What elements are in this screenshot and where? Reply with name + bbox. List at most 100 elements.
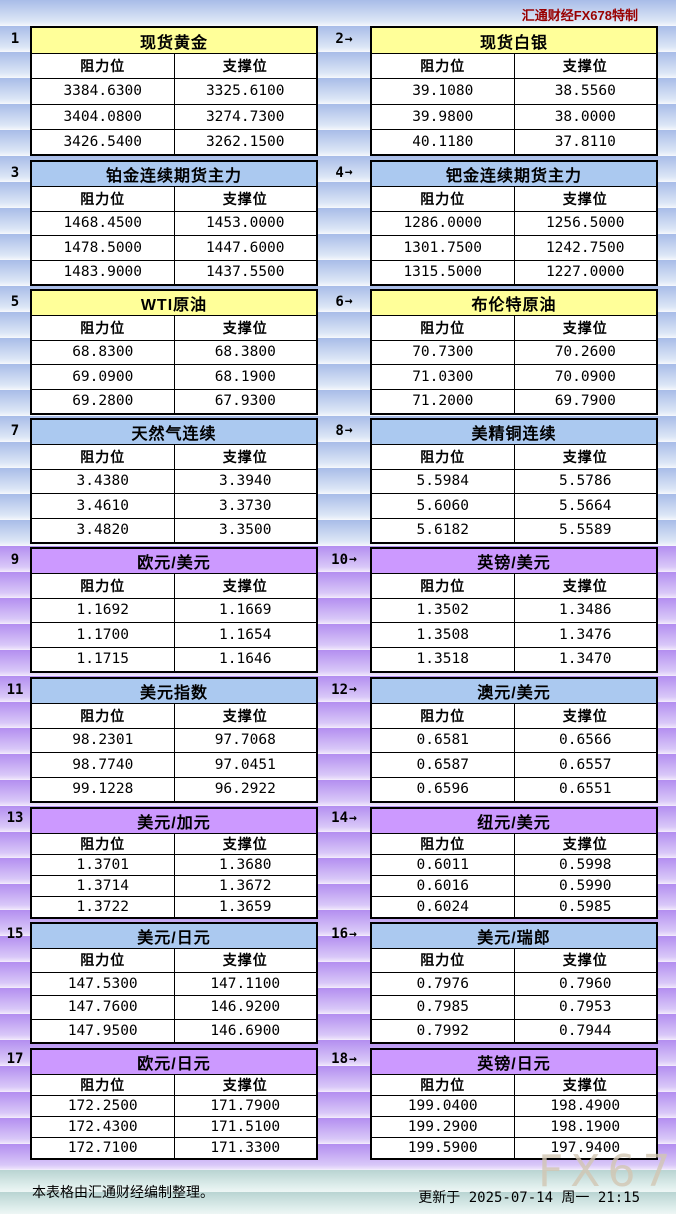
support-header: 支撑位 bbox=[514, 703, 656, 728]
table-row: 147.9500 146.6900 bbox=[32, 1018, 316, 1042]
instrument-panel: 美元/日元 阻力位 支撑位 147.5300 147.1100 147.7600 14… bbox=[30, 922, 318, 1044]
panel-header-row: 阻力位 支撑位 bbox=[372, 315, 656, 340]
support-header: 支撑位 bbox=[174, 53, 316, 79]
resistance-header: 阻力位 bbox=[372, 186, 515, 211]
resistance-value: 98.2301 bbox=[32, 727, 175, 753]
panel-index-label: 2 → bbox=[318, 26, 370, 52]
panel-header-row: 阻力位 支撑位 bbox=[372, 53, 656, 79]
instrument-panel: WTI原油 阻力位 支撑位 68.8300 68.3800 69.0900 68.19… bbox=[30, 289, 318, 415]
resistance-value: 99.1228 bbox=[32, 776, 175, 801]
resistance-header: 阻力位 bbox=[372, 444, 515, 469]
panel-index-number: 14 bbox=[331, 810, 349, 827]
support-value: 38.0000 bbox=[514, 103, 656, 129]
table-row: 68.8300 68.3800 bbox=[32, 339, 316, 365]
panel-header-row: 阻力位 支撑位 bbox=[372, 573, 656, 598]
resistance-header: 阻力位 bbox=[372, 53, 515, 79]
table-row: 3426.5400 3262.1500 bbox=[32, 128, 316, 154]
resistance-value: 0.6581 bbox=[372, 727, 515, 753]
table-row: 0.6024 0.5985 bbox=[372, 896, 656, 917]
support-header: 支撑位 bbox=[514, 948, 656, 972]
table-row: 0.7992 0.7944 bbox=[372, 1018, 656, 1042]
panel-title: 欧元/美元 bbox=[32, 549, 316, 574]
support-value: 197.9400 bbox=[514, 1137, 656, 1158]
table-row: 172.4300 171.5100 bbox=[32, 1116, 316, 1137]
table-row: 1.1700 1.1654 bbox=[32, 622, 316, 647]
instrument-panel: 美元指数 阻力位 支撑位 98.2301 97.7068 98.7740 97.045… bbox=[30, 677, 318, 803]
support-value: 1.3680 bbox=[174, 854, 316, 875]
support-value: 69.7900 bbox=[514, 388, 656, 413]
panel-header-row: 阻力位 支撑位 bbox=[372, 833, 656, 854]
resistance-value: 172.2500 bbox=[32, 1095, 175, 1116]
support-value: 1.3486 bbox=[514, 597, 656, 623]
support-value: 1453.0000 bbox=[174, 210, 316, 236]
support-value: 3262.1500 bbox=[174, 128, 316, 154]
resistance-value: 68.8300 bbox=[32, 339, 175, 365]
table-row: 199.2900 198.1900 bbox=[372, 1116, 656, 1137]
support-value: 1437.5500 bbox=[174, 259, 316, 284]
table-row: 0.6011 0.5998 bbox=[372, 854, 656, 875]
panel-index-label: 14 → bbox=[318, 807, 370, 829]
support-value: 70.2600 bbox=[514, 339, 656, 365]
instrument-panel: 欧元/美元 阻力位 支撑位 1.1692 1.1669 1.1700 1.1654 1.… bbox=[30, 547, 318, 673]
panel-header-row: 阻力位 支撑位 bbox=[32, 948, 316, 972]
panel-index-number: 10 bbox=[331, 551, 349, 568]
support-value: 5.5786 bbox=[514, 468, 656, 494]
table-row: 0.7985 0.7953 bbox=[372, 995, 656, 1019]
support-value: 3.3730 bbox=[174, 493, 316, 518]
right-arrow-icon: → bbox=[344, 31, 353, 47]
panel-index-number: 8 bbox=[335, 422, 344, 439]
support-value: 97.7068 bbox=[174, 727, 316, 753]
support-header: 支撑位 bbox=[514, 186, 656, 211]
panel-index-label: 1 bbox=[0, 26, 30, 52]
resistance-value: 0.7985 bbox=[372, 995, 515, 1019]
panel-index-label: 5 bbox=[0, 289, 30, 314]
support-value: 0.5985 bbox=[514, 896, 656, 917]
panel-title: WTI原油 bbox=[32, 291, 316, 316]
right-arrow-icon: → bbox=[344, 423, 353, 439]
right-arrow-icon: → bbox=[344, 294, 353, 310]
panel-header-row: 阻力位 支撑位 bbox=[32, 703, 316, 728]
support-value: 1.1646 bbox=[174, 646, 316, 671]
support-header: 支撑位 bbox=[514, 53, 656, 79]
resistance-value: 0.6011 bbox=[372, 854, 515, 875]
resistance-header: 阻力位 bbox=[372, 833, 515, 854]
right-arrow-icon: → bbox=[349, 1051, 357, 1067]
table-row: 147.5300 147.1100 bbox=[32, 971, 316, 995]
panel-index-number: 2 bbox=[335, 31, 344, 47]
resistance-value: 1.3701 bbox=[32, 854, 175, 875]
support-header: 支撑位 bbox=[514, 833, 656, 854]
resistance-value: 69.0900 bbox=[32, 364, 175, 389]
support-value: 1242.7500 bbox=[514, 235, 656, 260]
support-header: 支撑位 bbox=[174, 1074, 316, 1095]
panel-index-label: 6 → bbox=[318, 289, 370, 314]
panel-title: 现货黄金 bbox=[32, 28, 316, 54]
table-row: 69.0900 68.1900 bbox=[32, 364, 316, 389]
support-value: 67.9300 bbox=[174, 388, 316, 413]
resistance-header: 阻力位 bbox=[32, 444, 175, 469]
panel-header-row: 阻力位 支撑位 bbox=[32, 315, 316, 340]
support-value: 1.1669 bbox=[174, 597, 316, 623]
instrument-panel: 欧元/日元 阻力位 支撑位 172.2500 171.7900 172.4300 17… bbox=[30, 1048, 318, 1160]
panel-header-row: 阻力位 支撑位 bbox=[372, 948, 656, 972]
resistance-header: 阻力位 bbox=[32, 833, 175, 854]
support-header: 支撑位 bbox=[514, 573, 656, 598]
instrument-panel: 布伦特原油 阻力位 支撑位 70.7300 70.2600 71.0300 70.09… bbox=[370, 289, 658, 415]
panel-header-row: 阻力位 支撑位 bbox=[32, 53, 316, 79]
panel-title: 布伦特原油 bbox=[372, 291, 656, 316]
resistance-value: 1483.9000 bbox=[32, 259, 175, 284]
panel-index-label: 11 bbox=[0, 677, 30, 702]
table-row: 1.1715 1.1646 bbox=[32, 646, 316, 671]
right-arrow-icon: → bbox=[349, 682, 357, 698]
support-value: 0.5990 bbox=[514, 875, 656, 896]
table-row: 3.4820 3.3500 bbox=[32, 517, 316, 542]
support-value: 68.3800 bbox=[174, 339, 316, 365]
resistance-value: 39.9800 bbox=[372, 103, 515, 129]
support-value: 0.6566 bbox=[514, 727, 656, 753]
support-value: 198.4900 bbox=[514, 1095, 656, 1116]
resistance-value: 3.4610 bbox=[32, 493, 175, 518]
table-row: 40.1180 37.8110 bbox=[372, 128, 656, 154]
panel-index-label: 13 bbox=[0, 807, 30, 829]
support-header: 支撑位 bbox=[174, 573, 316, 598]
panel-title: 铂金连续期货主力 bbox=[32, 162, 316, 187]
support-value: 146.6900 bbox=[174, 1018, 316, 1042]
